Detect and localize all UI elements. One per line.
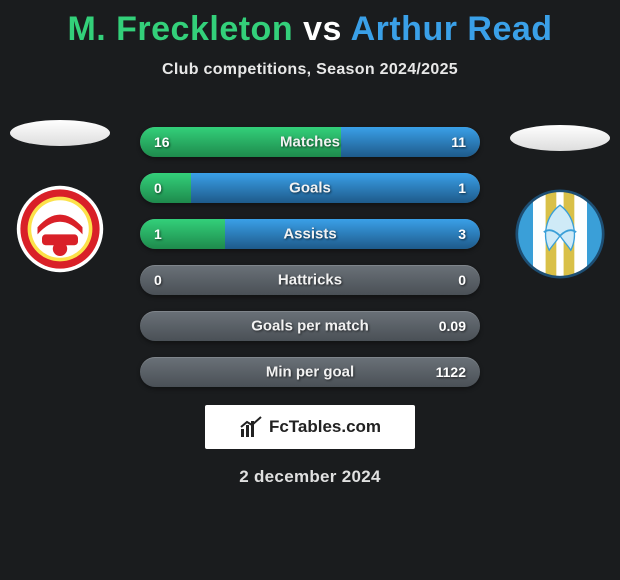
stat-row: 0 Goals 1 xyxy=(140,173,480,203)
stat-label: Hattricks xyxy=(278,272,342,289)
stat-row: Goals per match 0.09 xyxy=(140,311,480,341)
player1-club-crest xyxy=(15,184,105,274)
stat-value-left: 1 xyxy=(154,226,162,242)
stat-fill-right xyxy=(225,219,480,249)
player1-name: M. Freckleton xyxy=(67,10,293,48)
stat-label: Goals xyxy=(289,180,331,197)
stat-value-left: 0 xyxy=(154,272,162,288)
stat-fill-right xyxy=(191,173,480,203)
stat-fill-left xyxy=(140,173,191,203)
stat-row: 0 Hattricks 0 xyxy=(140,265,480,295)
subtitle: Club competitions, Season 2024/2025 xyxy=(0,61,620,79)
stat-row: 1 Assists 3 xyxy=(140,219,480,249)
player1-oval xyxy=(10,120,110,146)
player1-column xyxy=(5,120,115,274)
brand-logo-icon xyxy=(239,415,263,439)
stat-value-left: 0 xyxy=(154,180,162,196)
player2-oval xyxy=(510,125,610,151)
brand-text: FcTables.com xyxy=(269,417,381,437)
stat-value-right: 0.09 xyxy=(439,318,466,334)
stat-label: Min per goal xyxy=(266,364,354,381)
stat-fill-left xyxy=(140,219,225,249)
player2-name: Arthur Read xyxy=(351,10,553,48)
comparison-title: M. Freckleton vs Arthur Read xyxy=(0,0,620,49)
stats-list: 16Matches110Goals11Assists30Hattricks0Go… xyxy=(140,127,480,387)
stat-value-right: 0 xyxy=(458,272,466,288)
vs-text: vs xyxy=(303,10,342,48)
stat-row: Min per goal 1122 xyxy=(140,357,480,387)
stat-value-right: 3 xyxy=(458,226,466,242)
stat-value-right: 1 xyxy=(458,180,466,196)
stat-value-right: 11 xyxy=(451,134,466,150)
stat-row: 16 Matches 11 xyxy=(140,127,480,157)
stat-label: Assists xyxy=(283,226,336,243)
stat-label: Matches xyxy=(280,134,340,151)
brand-badge[interactable]: FcTables.com xyxy=(205,405,415,449)
stat-value-left: 16 xyxy=(154,134,170,150)
player2-club-crest xyxy=(515,189,605,279)
date-text: 2 december 2024 xyxy=(0,467,620,487)
stat-label: Goals per match xyxy=(251,318,369,335)
player2-column xyxy=(505,125,615,279)
stat-value-right: 1122 xyxy=(436,364,466,380)
